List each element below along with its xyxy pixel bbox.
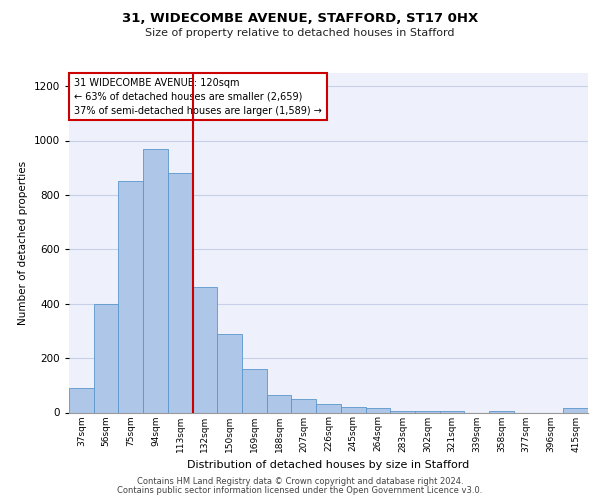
Bar	[69, 388, 94, 412]
X-axis label: Distribution of detached houses by size in Stafford: Distribution of detached houses by size …	[187, 460, 470, 470]
Bar	[316, 404, 341, 412]
Bar	[390, 411, 415, 412]
Bar	[242, 369, 267, 412]
Bar	[440, 411, 464, 412]
Bar	[341, 407, 365, 412]
Text: Contains public sector information licensed under the Open Government Licence v3: Contains public sector information licen…	[118, 486, 482, 495]
Bar	[193, 288, 217, 412]
Y-axis label: Number of detached properties: Number of detached properties	[18, 160, 28, 324]
Bar	[168, 173, 193, 412]
Bar	[143, 148, 168, 412]
Bar	[217, 334, 242, 412]
Bar	[94, 304, 118, 412]
Bar	[365, 408, 390, 412]
Bar	[415, 411, 440, 412]
Bar	[292, 399, 316, 412]
Text: 31, WIDECOMBE AVENUE, STAFFORD, ST17 0HX: 31, WIDECOMBE AVENUE, STAFFORD, ST17 0HX	[122, 12, 478, 26]
Text: Contains HM Land Registry data © Crown copyright and database right 2024.: Contains HM Land Registry data © Crown c…	[137, 477, 463, 486]
Bar	[118, 182, 143, 412]
Text: 31 WIDECOMBE AVENUE: 120sqm
← 63% of detached houses are smaller (2,659)
37% of : 31 WIDECOMBE AVENUE: 120sqm ← 63% of det…	[74, 78, 322, 116]
Text: Size of property relative to detached houses in Stafford: Size of property relative to detached ho…	[145, 28, 455, 38]
Bar	[267, 395, 292, 412]
Bar	[489, 411, 514, 412]
Bar	[563, 408, 588, 412]
